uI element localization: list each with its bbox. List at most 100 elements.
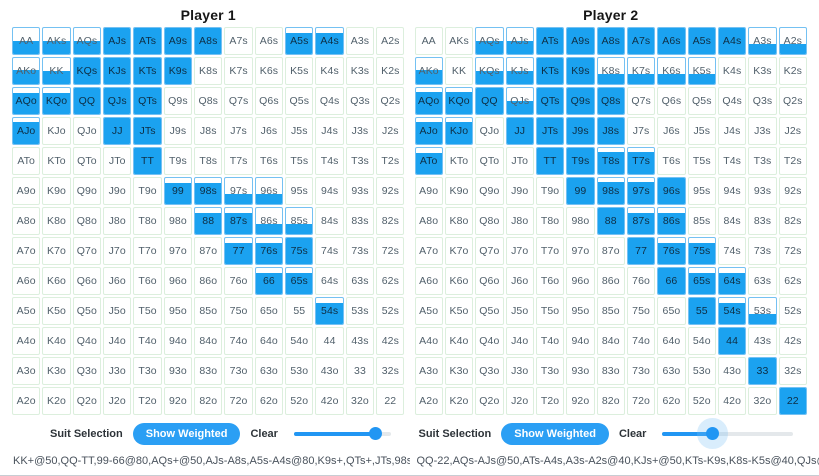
hand-cell-T3s[interactable]: T3s [748, 147, 776, 175]
hand-cell-K5s[interactable]: K5s [688, 57, 716, 85]
hand-cell-J6o[interactable]: J6o [103, 267, 131, 295]
hand-cell-K9s[interactable]: K9s [164, 57, 192, 85]
hand-cell-Q9s[interactable]: Q9s [164, 87, 192, 115]
hand-cell-T4s[interactable]: T4s [315, 147, 343, 175]
hand-cell-93o[interactable]: 93o [566, 357, 594, 385]
hand-cell-A4s[interactable]: A4s [718, 27, 746, 55]
hand-cell-KQo[interactable]: KQo [445, 87, 473, 115]
hand-cell-85o[interactable]: 85o [194, 297, 222, 325]
hand-cell-J7o[interactable]: J7o [103, 237, 131, 265]
hand-cell-55[interactable]: 55 [688, 297, 716, 325]
hand-cell-J6s[interactable]: J6s [657, 117, 685, 145]
hand-cell-K4s[interactable]: K4s [315, 57, 343, 85]
hand-cell-97o[interactable]: 97o [566, 237, 594, 265]
hand-cell-82s[interactable]: 82s [779, 207, 807, 235]
hand-cell-96s[interactable]: 96s [255, 177, 283, 205]
hand-cell-85s[interactable]: 85s [285, 207, 313, 235]
hand-cell-AQs[interactable]: AQs [73, 27, 101, 55]
clear-button[interactable]: Clear [250, 428, 278, 440]
hand-cell-J7s[interactable]: J7s [224, 117, 252, 145]
hand-cell-52o[interactable]: 52o [688, 387, 716, 415]
hand-cell-A9s[interactable]: A9s [164, 27, 192, 55]
hand-cell-KTs[interactable]: KTs [133, 57, 161, 85]
hand-cell-KK[interactable]: KK [42, 57, 70, 85]
hand-cell-Q6o[interactable]: Q6o [475, 267, 503, 295]
hand-cell-Q2s[interactable]: Q2s [376, 87, 404, 115]
hand-cell-ATo[interactable]: ATo [415, 147, 443, 175]
hand-cell-J4o[interactable]: J4o [506, 327, 534, 355]
hand-cell-J9o[interactable]: J9o [103, 177, 131, 205]
hand-cell-K6o[interactable]: K6o [445, 267, 473, 295]
hand-cell-A2s[interactable]: A2s [376, 27, 404, 55]
hand-cell-66[interactable]: 66 [255, 267, 283, 295]
hand-cell-85o[interactable]: 85o [597, 297, 625, 325]
hand-cell-A4o[interactable]: A4o [12, 327, 40, 355]
hand-cell-JTs[interactable]: JTs [133, 117, 161, 145]
hand-cell-J3s[interactable]: J3s [346, 117, 374, 145]
hand-cell-KJo[interactable]: KJo [42, 117, 70, 145]
hand-cell-43o[interactable]: 43o [718, 357, 746, 385]
hand-cell-T5s[interactable]: T5s [688, 147, 716, 175]
hand-cell-A4o[interactable]: A4o [415, 327, 443, 355]
hand-cell-86s[interactable]: 86s [255, 207, 283, 235]
hand-cell-K9o[interactable]: K9o [445, 177, 473, 205]
hand-cell-AKo[interactable]: AKo [415, 57, 443, 85]
hand-cell-Q7o[interactable]: Q7o [475, 237, 503, 265]
hand-cell-T2o[interactable]: T2o [536, 387, 564, 415]
hand-cell-TT[interactable]: TT [536, 147, 564, 175]
hand-cell-Q7o[interactable]: Q7o [73, 237, 101, 265]
hand-cell-JTo[interactable]: JTo [506, 147, 534, 175]
hand-cell-65s[interactable]: 65s [688, 267, 716, 295]
hand-cell-J8s[interactable]: J8s [194, 117, 222, 145]
hand-cell-A5o[interactable]: A5o [415, 297, 443, 325]
hand-cell-94o[interactable]: 94o [566, 327, 594, 355]
hand-cell-Q2s[interactable]: Q2s [779, 87, 807, 115]
hand-cell-66[interactable]: 66 [657, 267, 685, 295]
hand-cell-T2s[interactable]: T2s [779, 147, 807, 175]
hand-cell-Q4o[interactable]: Q4o [475, 327, 503, 355]
hand-cell-KQs[interactable]: KQs [475, 57, 503, 85]
hand-cell-53s[interactable]: 53s [346, 297, 374, 325]
hand-cell-AQo[interactable]: AQo [415, 87, 443, 115]
hand-cell-K6s[interactable]: K6s [255, 57, 283, 85]
hand-cell-K8s[interactable]: K8s [194, 57, 222, 85]
hand-cell-KQo[interactable]: KQo [42, 87, 70, 115]
hand-cell-T8o[interactable]: T8o [133, 207, 161, 235]
hand-cell-52o[interactable]: 52o [285, 387, 313, 415]
hand-cell-98o[interactable]: 98o [164, 207, 192, 235]
hand-cell-73o[interactable]: 73o [224, 357, 252, 385]
hand-cell-73o[interactable]: 73o [627, 357, 655, 385]
hand-cell-64s[interactable]: 64s [718, 267, 746, 295]
hand-cell-72s[interactable]: 72s [779, 237, 807, 265]
hand-cell-82o[interactable]: 82o [597, 387, 625, 415]
hand-cell-96o[interactable]: 96o [164, 267, 192, 295]
hand-cell-95o[interactable]: 95o [164, 297, 192, 325]
hand-cell-Q5s[interactable]: Q5s [285, 87, 313, 115]
hand-cell-65o[interactable]: 65o [255, 297, 283, 325]
hand-cell-A8o[interactable]: A8o [415, 207, 443, 235]
hand-cell-AQs[interactable]: AQs [475, 27, 503, 55]
hand-cell-95s[interactable]: 95s [688, 177, 716, 205]
hand-cell-42s[interactable]: 42s [779, 327, 807, 355]
hand-cell-QTo[interactable]: QTo [73, 147, 101, 175]
hand-cell-33[interactable]: 33 [346, 357, 374, 385]
hand-cell-54o[interactable]: 54o [688, 327, 716, 355]
hand-cell-22[interactable]: 22 [779, 387, 807, 415]
hand-cell-94s[interactable]: 94s [718, 177, 746, 205]
hand-cell-A4s[interactable]: A4s [315, 27, 343, 55]
hand-cell-ATs[interactable]: ATs [536, 27, 564, 55]
hand-cell-97s[interactable]: 97s [224, 177, 252, 205]
hand-cell-64s[interactable]: 64s [315, 267, 343, 295]
hand-cell-T5o[interactable]: T5o [133, 297, 161, 325]
hand-cell-62s[interactable]: 62s [376, 267, 404, 295]
hand-cell-Q4s[interactable]: Q4s [315, 87, 343, 115]
hand-cell-63s[interactable]: 63s [346, 267, 374, 295]
hand-cell-88[interactable]: 88 [597, 207, 625, 235]
hand-cell-83s[interactable]: 83s [346, 207, 374, 235]
hand-cell-K8o[interactable]: K8o [445, 207, 473, 235]
hand-cell-95o[interactable]: 95o [566, 297, 594, 325]
hand-cell-QQ[interactable]: QQ [73, 87, 101, 115]
hand-cell-99[interactable]: 99 [566, 177, 594, 205]
hand-cell-Q3s[interactable]: Q3s [748, 87, 776, 115]
hand-cell-K4o[interactable]: K4o [445, 327, 473, 355]
